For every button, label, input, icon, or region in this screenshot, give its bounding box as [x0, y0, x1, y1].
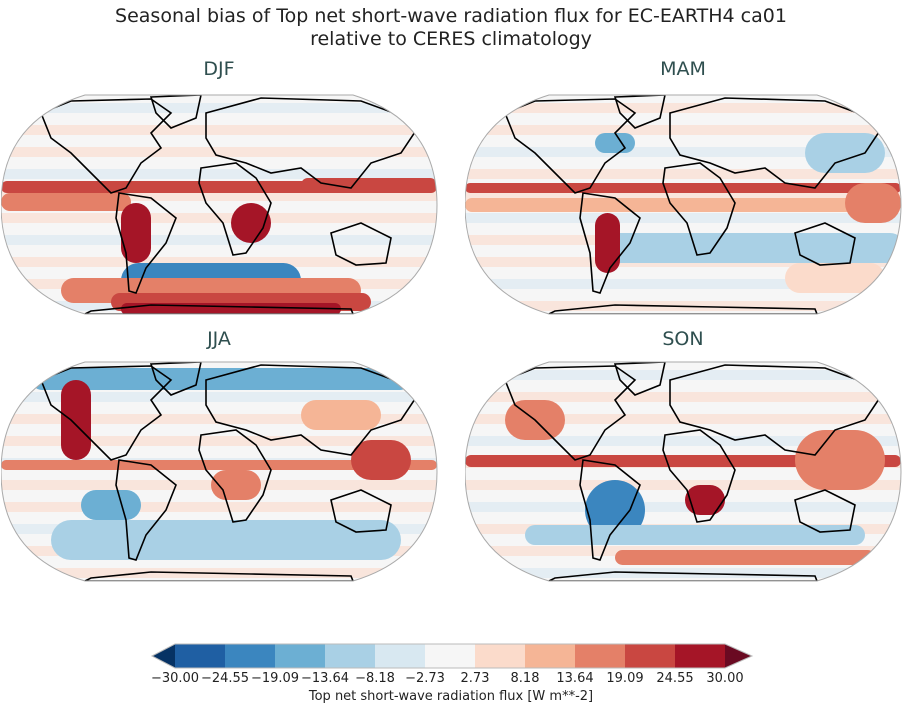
bias-region: [61, 380, 91, 460]
map-boundary: [1, 361, 438, 582]
bias-region: [465, 198, 901, 212]
bias-region: [231, 203, 271, 243]
coastline: [198, 162, 272, 256]
bias-region: [81, 490, 141, 520]
coastline: [330, 489, 392, 533]
figure-title-line2: relative to CERES climatology: [310, 28, 592, 50]
colorbar-segment: [675, 644, 726, 668]
bias-region: [465, 183, 901, 193]
coastline: [330, 222, 392, 266]
coastline: [198, 429, 272, 523]
panel-title-son: SON: [662, 328, 704, 350]
coastline: [548, 571, 819, 581]
colorbar-tick-label: −13.64: [300, 671, 350, 686]
bias-region: [31, 368, 411, 390]
colorbar-segment: [525, 644, 576, 668]
bias-region: [785, 263, 885, 293]
bias-region: [685, 485, 725, 515]
map-son: [465, 361, 902, 582]
colorbar-segment: [275, 644, 326, 668]
colorbar-tick-label: −2.73: [405, 671, 445, 686]
bias-region: [121, 203, 151, 263]
colorbar: [150, 643, 754, 669]
colorbar-over-arrow: [725, 644, 752, 668]
bias-region: [595, 213, 620, 273]
coastline: [205, 364, 423, 456]
colorbar-tick-label: −19.09: [250, 671, 300, 686]
coastline: [579, 192, 641, 294]
bias-region: [615, 550, 875, 565]
coastline: [662, 429, 736, 523]
map-mam: [465, 94, 902, 315]
map-jja: [1, 361, 438, 582]
panel-title-mam: MAM: [660, 58, 706, 80]
colorbar-label: Top net short-wave radiation flux [W m**…: [308, 689, 594, 704]
map-boundary: [465, 361, 902, 582]
coastline: [115, 192, 177, 294]
map-boundary: [1, 94, 438, 315]
coastline: [115, 459, 177, 561]
coastline: [669, 364, 887, 456]
map-djf: [1, 94, 438, 315]
colorbar-segment: [175, 644, 226, 668]
colorbar-segment: [625, 644, 676, 668]
coastline: [669, 97, 887, 189]
bias-region: [795, 430, 885, 490]
colorbar-segment: [475, 644, 526, 668]
panel-title-djf: DJF: [203, 58, 235, 80]
bias-region: [1, 193, 131, 211]
coastline: [548, 304, 819, 314]
colorbar-tick-label: 24.55: [656, 671, 694, 686]
colorbar-tick-label: 2.73: [460, 671, 490, 686]
coastline: [794, 222, 856, 266]
colorbar-tick-label: 8.18: [510, 671, 540, 686]
colorbar-segment: [425, 644, 476, 668]
colorbar-segment: [325, 644, 376, 668]
bias-region: [351, 440, 411, 480]
coastline: [662, 162, 736, 256]
bias-region: [51, 520, 401, 560]
colorbar-under-arrow: [152, 644, 175, 668]
coastline: [205, 97, 423, 189]
colorbar-tick-label: −30.00: [150, 671, 200, 686]
colorbar-tick-label: 19.09: [606, 671, 644, 686]
colorbar-segment: [225, 644, 276, 668]
colorbar-tick-label: −8.18: [355, 671, 395, 686]
bias-region: [1, 460, 437, 470]
bias-region: [301, 400, 381, 430]
figure-title-line1: Seasonal bias of Top net short-wave radi…: [115, 5, 787, 27]
panel-title-jja: JJA: [207, 328, 231, 350]
colorbar-tick-label: −24.55: [200, 671, 250, 686]
coastline: [794, 489, 856, 533]
map-boundary: [465, 94, 902, 315]
coastline: [84, 304, 355, 314]
bias-region: [605, 233, 901, 263]
colorbar-segment: [575, 644, 626, 668]
coastline: [84, 571, 355, 581]
colorbar-segment: [375, 644, 426, 668]
bias-region: [525, 525, 865, 545]
bias-region: [595, 133, 635, 153]
bias-region: [845, 183, 901, 223]
colorbar-tick-label: 13.64: [556, 671, 594, 686]
bias-region: [805, 133, 885, 173]
coastline: [579, 459, 641, 561]
colorbar-tick-label: 30.00: [706, 671, 744, 686]
bias-region: [301, 178, 437, 192]
